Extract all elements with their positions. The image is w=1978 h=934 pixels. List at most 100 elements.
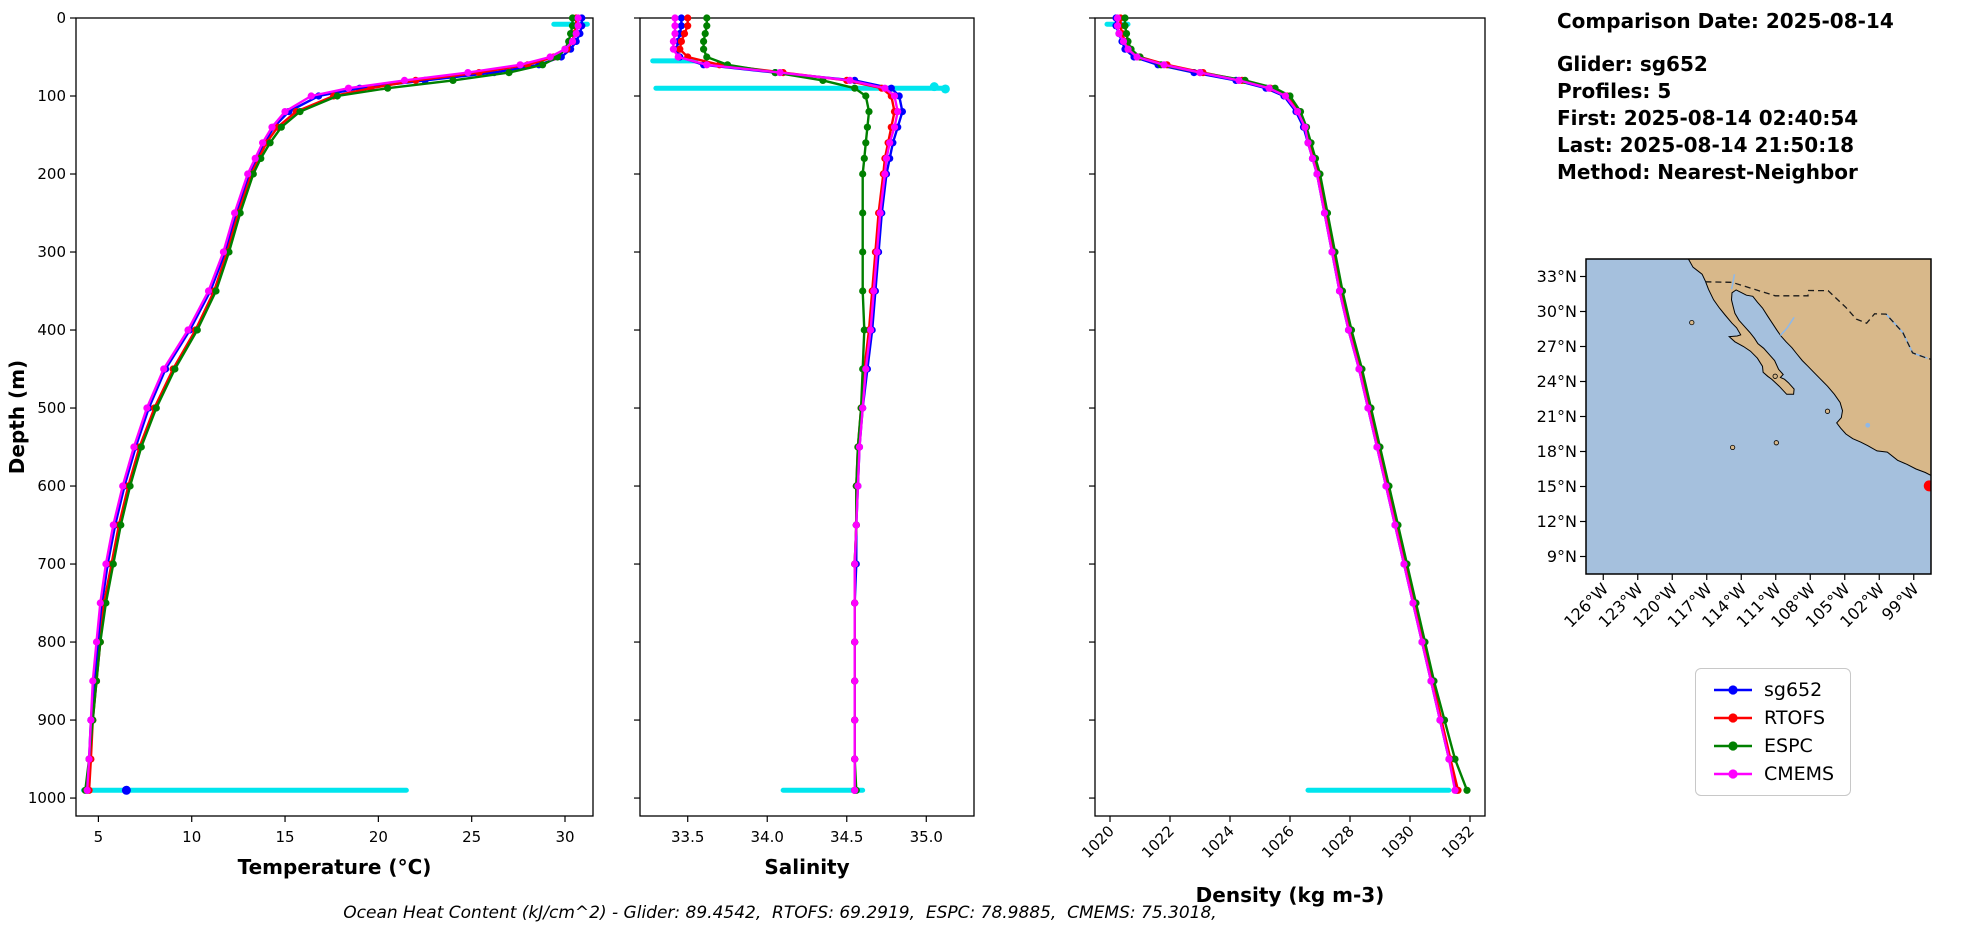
marker (1122, 29, 1131, 38)
marker (102, 560, 110, 568)
marker (225, 248, 233, 256)
temperature-plot: 0 100 200 300 400 500 600 700 800 900 1000 5 10 15 20 2… (5, 9, 594, 879)
marker (669, 37, 678, 46)
marker (266, 139, 274, 147)
marker (244, 170, 252, 178)
method-label: Method: Nearest-Neighbor (1557, 160, 1858, 184)
x-tick-label: 33.5 (671, 828, 704, 846)
marker (851, 84, 859, 92)
legend-line-sample-icon (1714, 741, 1752, 751)
map-y-tick-label: 9°N (1547, 547, 1577, 566)
marker (143, 404, 151, 412)
depth-ylabel: Depth (m) (5, 360, 29, 474)
marker (1113, 22, 1122, 30)
marker (676, 45, 684, 53)
y-tick-label: 500 (37, 399, 66, 417)
marker (251, 154, 259, 162)
marker (1382, 482, 1390, 490)
marker (776, 69, 784, 77)
legend-line-sample-icon (1714, 713, 1752, 723)
map-y-tick-label: 27°N (1537, 337, 1577, 356)
marker (882, 154, 891, 162)
marker (862, 365, 870, 373)
density-plot: 1020 1022 1024 1026 1028 1030 1032 Density (kg … (1078, 14, 1486, 907)
map-country-border (1705, 281, 1931, 360)
marker (855, 443, 864, 451)
marker (1265, 84, 1273, 92)
map-lake (1865, 422, 1871, 428)
x-tick-label: 35.0 (910, 828, 943, 846)
marker (212, 287, 220, 295)
marker (674, 53, 682, 61)
x-tick-label: 15 (275, 828, 294, 846)
comparison-date: Comparison Date: 2025-08-14 (1557, 9, 1894, 33)
map-plot: 9°N12°N15°N18°N21°N24°N27°N30°N33°N126°W… (1537, 258, 1932, 631)
marker (1391, 521, 1399, 529)
temperature-axes-frame (75, 17, 594, 817)
profiles-count: Profiles: 5 (1557, 79, 1672, 103)
y-tick-label: 1000 (28, 789, 66, 807)
ocean-heat-content-caption: Ocean Heat Content (kJ/cm^2) - Glider: 8… (343, 903, 1217, 923)
marker (684, 14, 692, 22)
map-island (1689, 319, 1695, 326)
marker (281, 108, 289, 116)
marker (851, 786, 859, 794)
marker (680, 29, 689, 38)
y-tick-label: 0 (56, 9, 66, 27)
marker (859, 248, 867, 256)
marker (249, 170, 257, 178)
marker (1293, 108, 1302, 116)
marker (1364, 404, 1372, 412)
marker (1451, 755, 1459, 763)
first-profile-time: First: 2025-08-14 02:40:54 (1557, 106, 1859, 130)
marker (862, 139, 870, 147)
marker (307, 92, 315, 100)
marker (669, 45, 678, 53)
marker (204, 287, 213, 295)
legend-item-espc: ESPC (1712, 735, 1834, 757)
map-river (1730, 274, 1736, 290)
legend-line-sample-icon (1714, 769, 1752, 779)
marker (859, 209, 867, 217)
marker (1328, 248, 1336, 256)
marker (574, 14, 582, 22)
marker (567, 29, 575, 38)
marker (851, 560, 859, 568)
x-tick-label: 25 (462, 828, 481, 846)
marker (700, 45, 708, 53)
marker (1301, 123, 1309, 131)
x-tick-label: 1022 (1138, 822, 1178, 862)
marker (1196, 69, 1204, 77)
marker (881, 170, 889, 178)
marker (684, 22, 692, 30)
series-markers-CMEMS (669, 14, 902, 794)
map-y-tick-label: 18°N (1537, 442, 1577, 461)
marker (464, 69, 472, 77)
marker (1133, 53, 1141, 61)
series-line-CMEMS (672, 18, 899, 791)
marker (860, 326, 868, 334)
x-tick-label: 34.0 (751, 828, 784, 846)
marker (851, 677, 859, 685)
marker (277, 123, 285, 131)
legend-item-sg652: sg652 (1712, 679, 1834, 701)
marker (860, 154, 868, 162)
marker (1304, 139, 1312, 147)
legend-item-rtofs: RTOFS (1712, 707, 1834, 729)
marker (1427, 677, 1435, 685)
map-y-tick-label: 21°N (1537, 407, 1577, 426)
marker (231, 209, 239, 217)
marker (703, 22, 711, 30)
marker (505, 69, 513, 77)
y-tick-label: 200 (37, 165, 66, 183)
map-y-tick-label: 24°N (1537, 372, 1577, 391)
map-island (1730, 444, 1736, 451)
marker (1160, 61, 1168, 69)
marker (1121, 14, 1129, 22)
marker (1115, 29, 1123, 38)
info-block: Comparison Date: 2025-08-14 Glider: sg65… (1557, 8, 1894, 186)
salinity-extra-marker (940, 84, 950, 94)
x-tick-label: 34.5 (830, 828, 863, 846)
marker (130, 443, 138, 451)
